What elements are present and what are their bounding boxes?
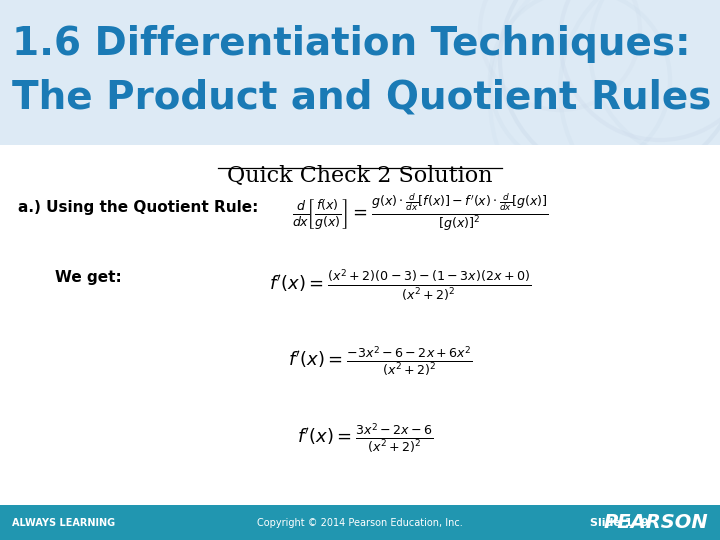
Text: $f'(x) = \frac{(x^2+2)(0-3)-(1-3x)(2x+0)}{(x^2+2)^2}$: $f'(x) = \frac{(x^2+2)(0-3)-(1-3x)(2x+0)… xyxy=(269,268,531,303)
Text: The Product and Quotient Rules: The Product and Quotient Rules xyxy=(12,78,711,116)
FancyBboxPatch shape xyxy=(0,0,720,145)
FancyBboxPatch shape xyxy=(0,505,720,540)
Text: Quick Check 2 Solution: Quick Check 2 Solution xyxy=(228,165,492,187)
FancyBboxPatch shape xyxy=(0,145,720,505)
Text: We get:: We get: xyxy=(55,270,122,285)
Text: PEARSON: PEARSON xyxy=(603,514,708,532)
Text: $f'(x) = \frac{3x^2-2x-6}{(x^2+2)^2}$: $f'(x) = \frac{3x^2-2x-6}{(x^2+2)^2}$ xyxy=(297,422,433,456)
Text: $f'(x) = \frac{-3x^2-6-2x+6x^2}{(x^2+2)^2}$: $f'(x) = \frac{-3x^2-6-2x+6x^2}{(x^2+2)^… xyxy=(287,345,472,379)
Text: Slide 1- 9: Slide 1- 9 xyxy=(590,518,649,528)
Text: $\frac{d}{dx}\!\left[\frac{f(x)}{g(x)}\right] = \frac{g(x)\cdot \frac{d}{dx}[f(x: $\frac{d}{dx}\!\left[\frac{f(x)}{g(x)}\r… xyxy=(292,192,549,234)
Text: ALWAYS LEARNING: ALWAYS LEARNING xyxy=(12,518,115,528)
Text: 1.6 Differentiation Techniques:: 1.6 Differentiation Techniques: xyxy=(12,25,690,63)
Text: Copyright © 2014 Pearson Education, Inc.: Copyright © 2014 Pearson Education, Inc. xyxy=(257,518,463,528)
Text: a.) Using the Quotient Rule:: a.) Using the Quotient Rule: xyxy=(18,200,258,215)
